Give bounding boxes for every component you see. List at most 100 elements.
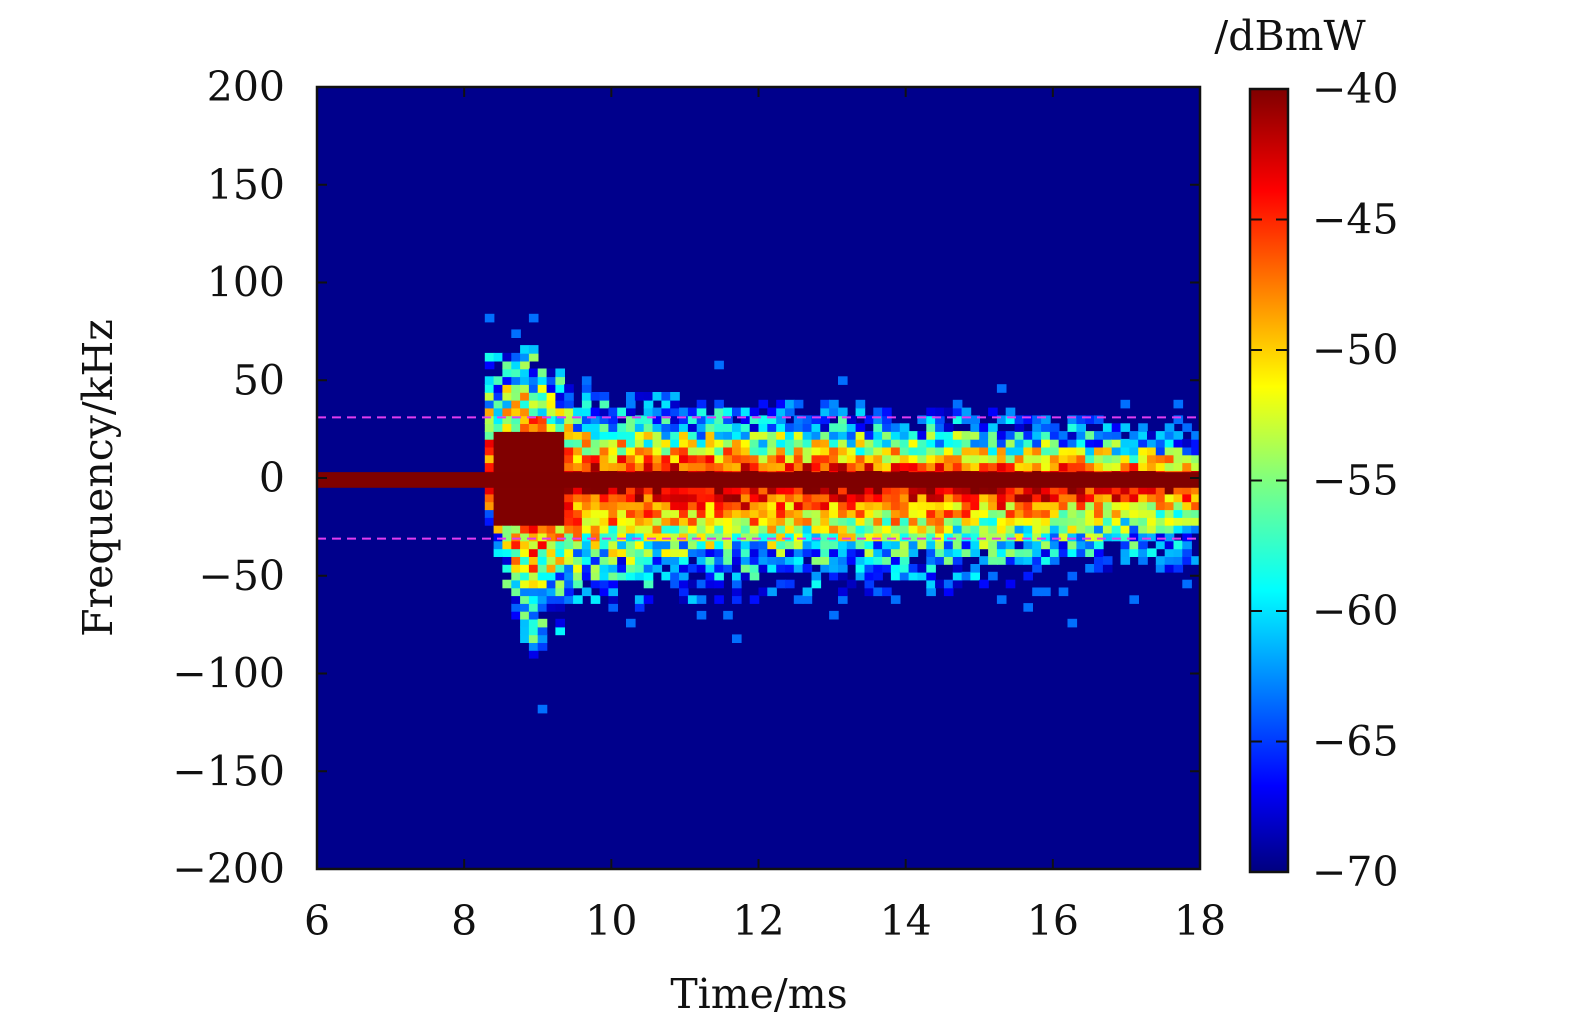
- heatmap-cell: [537, 431, 548, 440]
- heatmap-cell: [1120, 517, 1131, 526]
- heatmap-cell: [1182, 501, 1192, 511]
- heatmap-cell: [1155, 438, 1166, 448]
- heatmap-cell: [1129, 454, 1139, 464]
- heatmap-cell: [908, 438, 919, 448]
- heatmap-cell: [687, 501, 698, 511]
- heatmap-cell: [767, 431, 777, 440]
- heatmap-cell: [740, 571, 751, 581]
- heatmap-cell: [687, 532, 698, 542]
- heatmap-cell: [1014, 462, 1025, 471]
- heatmap-cell: [996, 415, 1007, 424]
- heatmap-cell: [758, 446, 769, 456]
- heatmap-cell: [793, 423, 804, 432]
- heatmap-cell: [749, 431, 760, 440]
- heatmap-cell: [943, 462, 954, 471]
- heatmap-cell: [1032, 540, 1042, 550]
- heatmap-cell: [687, 564, 698, 573]
- heatmap-cell: [520, 407, 530, 417]
- heatmap-cell: [829, 517, 839, 526]
- heatmap-cell: [846, 438, 857, 448]
- heatmap-cell: [1182, 532, 1192, 542]
- heatmap-cell: [1041, 540, 1051, 550]
- heatmap-cell: [511, 556, 521, 565]
- heatmap-cell: [838, 548, 848, 557]
- heatmap-cell: [979, 524, 989, 534]
- heatmap-cell: [961, 501, 972, 511]
- heatmap-cell: [943, 532, 954, 542]
- heatmap-cell: [864, 454, 875, 464]
- heatmap-cell: [882, 540, 892, 550]
- heatmap-cell: [864, 517, 875, 526]
- heatmap-cell: [899, 524, 910, 534]
- heatmap-cell: [899, 423, 910, 432]
- heatmap-cell: [643, 571, 654, 581]
- heatmap-cell: [1023, 446, 1033, 456]
- heatmap-cell: [511, 454, 521, 464]
- heatmap-cell: [714, 431, 724, 440]
- heatmap-cell: [749, 407, 760, 417]
- heatmap-cell: [1200, 525, 1210, 534]
- heatmap-cell: [493, 423, 504, 432]
- heatmap-cell: [484, 360, 495, 370]
- heatmap-cell: [528, 642, 539, 651]
- heatmap-cell: [1005, 540, 1016, 550]
- heatmap-cell: [564, 579, 574, 589]
- heatmap-cell: [1138, 454, 1148, 464]
- heatmap-cell: [511, 509, 521, 518]
- heatmap-cell: [537, 368, 548, 378]
- heatmap-cell: [855, 517, 866, 526]
- heatmap-cell: [1067, 446, 1078, 456]
- heatmap-cell: [564, 556, 574, 565]
- heatmap-cell: [599, 571, 610, 581]
- heatmap-cell: [1182, 524, 1192, 534]
- heatmap-cell: [511, 485, 521, 495]
- heatmap-cell: [608, 595, 618, 604]
- heatmap-cell: [1182, 438, 1192, 448]
- heatmap-cell: [626, 392, 636, 401]
- heatmap-cell: [864, 524, 875, 534]
- heatmap-cell: [838, 501, 848, 511]
- heatmap-cell: [537, 626, 548, 636]
- heatmap-cell: [1085, 485, 1095, 495]
- heatmap-cell: [581, 392, 592, 401]
- heatmap-cell: [555, 579, 565, 589]
- heatmap-cell: [696, 501, 707, 511]
- heatmap-cell: [679, 564, 689, 573]
- heatmap-cell: [882, 493, 892, 503]
- colorbar-tick-label: −65: [1312, 718, 1399, 766]
- heatmap-cell: [749, 493, 760, 503]
- heatmap-cell: [564, 595, 574, 604]
- heatmap-cell: [581, 517, 592, 526]
- heatmap-cell: [917, 524, 927, 534]
- heatmap-cell: [961, 524, 972, 534]
- heatmap-cell: [1023, 509, 1033, 518]
- heatmap-cell: [502, 423, 512, 432]
- heatmap-cell: [493, 376, 504, 385]
- heatmap-cell: [1094, 532, 1104, 542]
- heatmap-cell: [608, 517, 618, 526]
- heatmap-cell: [1094, 493, 1104, 503]
- heatmap-cell: [1173, 438, 1184, 448]
- heatmap-cell: [970, 501, 980, 511]
- heatmap-cell: [935, 540, 945, 550]
- heatmap-cell: [679, 485, 689, 495]
- heatmap-cell: [484, 313, 495, 323]
- heatmap-cell: [855, 438, 866, 448]
- heatmap-cell: [749, 438, 760, 448]
- heatmap-cell: [546, 384, 557, 393]
- heatmap-cell: [528, 438, 539, 448]
- heatmap-cell: [581, 493, 592, 503]
- heatmap-cell: [749, 564, 760, 573]
- heatmap-cell: [661, 454, 671, 464]
- heatmap-cell: [1014, 493, 1025, 503]
- heatmap-cell: [564, 564, 574, 573]
- heatmap-cell: [555, 399, 565, 409]
- heatmap-cell: [679, 509, 689, 518]
- heatmap-cell: [1041, 532, 1051, 542]
- heatmap-cell: [520, 392, 530, 401]
- heatmap-cell: [988, 556, 998, 565]
- heatmap-cell: [996, 532, 1007, 542]
- heatmap-cell: [520, 345, 530, 354]
- heatmap-cell: [555, 446, 565, 456]
